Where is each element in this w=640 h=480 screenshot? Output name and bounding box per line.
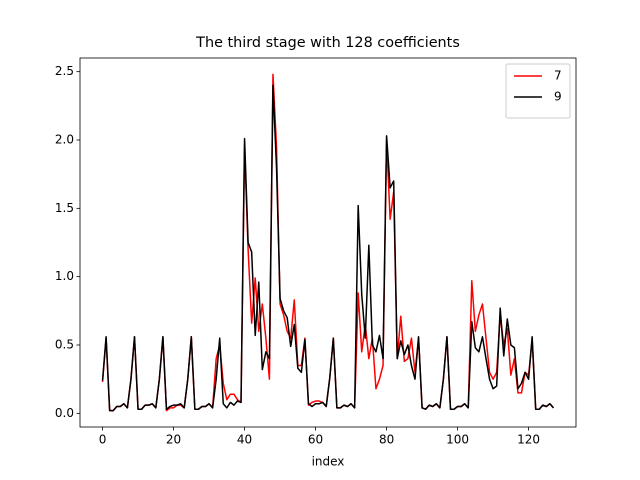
x-axis-label: index (312, 455, 345, 469)
x-tick-label: 80 (379, 433, 394, 447)
y-tick-label: 0.0 (55, 406, 74, 420)
legend-box (505, 63, 571, 119)
y-tick-label: 2.5 (55, 64, 74, 78)
data-line (101, 84, 555, 412)
y-tick-label: 0.5 (55, 338, 74, 352)
x-tick-label: 40 (237, 433, 252, 447)
y-tick-label: 2.0 (55, 133, 74, 147)
x-tick-label: 20 (166, 433, 181, 447)
y-tick-label: 1.5 (55, 201, 74, 215)
x-tick-label: 100 (446, 433, 469, 447)
legend-label: 9 (554, 90, 562, 104)
y-tick-label: 1.0 (55, 269, 74, 283)
x-tick-label: 0 (99, 433, 107, 447)
legend-label: 7 (554, 69, 562, 83)
axes-frame (79, 57, 577, 428)
x-tick-label: 60 (308, 433, 323, 447)
chart-title: The third stage with 128 coefficients (195, 35, 460, 51)
x-tick-label: 120 (517, 433, 540, 447)
